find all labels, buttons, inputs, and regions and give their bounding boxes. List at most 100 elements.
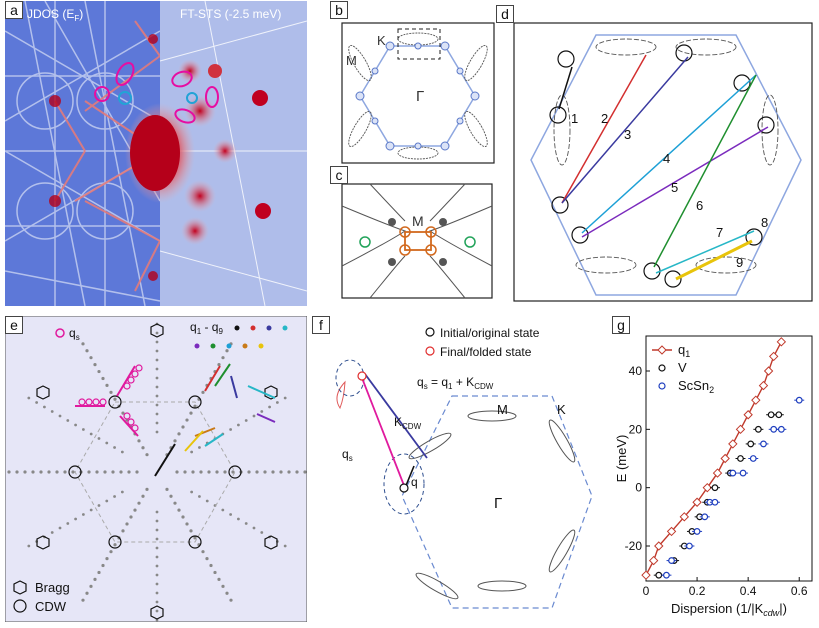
- data-point: [702, 482, 712, 493]
- data-point: [712, 468, 723, 478]
- y-tick-label: 40: [629, 364, 643, 378]
- data-point: [648, 555, 659, 566]
- y-tick-label: 20: [629, 422, 643, 436]
- data-point: [641, 570, 651, 580]
- data-point: [763, 366, 774, 376]
- vector-label-2: 2: [601, 111, 608, 126]
- data-point: [668, 557, 675, 564]
- data-point: [720, 453, 730, 464]
- panel-e: qs q1 - q9 Bragg CDW e: [4, 315, 308, 623]
- legend-label-2: ScSn2: [678, 378, 714, 395]
- y-axis-label: E (meV): [614, 435, 629, 483]
- data-point: [739, 469, 747, 477]
- vector-label-6: 6: [696, 198, 703, 213]
- data-point: [749, 455, 757, 462]
- panel-a-label: a: [5, 1, 23, 19]
- y-tick-label: 0: [635, 481, 642, 495]
- legend-bragg: Bragg: [35, 580, 70, 595]
- panel-e-image: qs q1 - q9 Bragg CDW: [4, 315, 308, 623]
- label-q: q: [411, 475, 418, 489]
- legend-marker: [658, 382, 666, 390]
- legend-cdw: CDW: [35, 599, 67, 614]
- panel-a-left-title: JDOS (EF): [27, 7, 83, 23]
- panel-b-gamma: Γ: [416, 88, 424, 105]
- panel-b: K M Γ b: [330, 1, 500, 166]
- data-point: [743, 410, 753, 420]
- x-tick-label: 0.4: [740, 584, 757, 598]
- legend-qs: qs: [69, 326, 80, 342]
- panel-f-image: Initial/original state Final/folded stat…: [335, 326, 593, 609]
- data-point: [767, 411, 775, 419]
- panel-c-M: M: [412, 213, 424, 229]
- legend-q1-q9: q1 - q9: [190, 320, 223, 336]
- legend-label-0: q1: [678, 342, 690, 359]
- data-point: [751, 395, 761, 405]
- data-point: [770, 425, 778, 433]
- panel-b-M: M: [346, 53, 357, 68]
- data-point: [768, 351, 779, 362]
- series-line-0: [645, 341, 782, 576]
- data-point: [795, 396, 803, 404]
- panel-b-image: K M Γ: [341, 22, 495, 164]
- panel-f-K: K: [557, 402, 566, 417]
- panel-c-label: c: [330, 166, 348, 184]
- vector-label-1: 1: [571, 111, 578, 126]
- panel-g: 0 0.2 0.4 0.6 -20 0 20 40 Dispersion (1/|Kcdw|) E…: [612, 316, 818, 626]
- x-tick-label: 0: [643, 584, 650, 598]
- data-point: [711, 498, 719, 506]
- panel-f-M: M: [497, 402, 508, 417]
- data-point: [760, 440, 767, 448]
- data-point: [737, 455, 744, 462]
- panel-d-label: d: [496, 5, 514, 23]
- panel-a: JDOS (EF) FT-STS (-2.5 meV) a: [4, 0, 308, 307]
- panel-e-label: e: [5, 316, 23, 334]
- panel-g-chart: 0 0.2 0.4 0.6 -20 0 20 40 Dispersion (1/|Kcdw|) E…: [614, 335, 813, 618]
- data-point: [693, 528, 701, 535]
- equation-qs: qs = q1 + KCDW: [417, 375, 494, 391]
- panel-f: Initial/original state Final/folded stat…: [312, 316, 602, 622]
- data-point: [728, 439, 738, 449]
- legend-final-state: Final/folded state: [440, 345, 532, 359]
- x-axis-label: Dispersion (1/|Kcdw|): [671, 601, 787, 618]
- data-point: [729, 469, 737, 477]
- panel-g-label: g: [612, 316, 630, 334]
- data-point: [655, 571, 663, 579]
- data-point: [747, 440, 755, 448]
- panel-d: 1 2 3 4 5 6 7 8 9 d: [496, 5, 814, 302]
- panel-c: M c: [330, 166, 500, 301]
- data-point: [776, 337, 787, 347]
- x-tick-label: 0.2: [689, 584, 706, 598]
- x-tick-label: 0.6: [791, 584, 808, 598]
- label-qs: qs: [342, 447, 353, 463]
- vector-label-8: 8: [761, 215, 768, 230]
- data-point: [701, 513, 709, 521]
- legend-marker: [658, 364, 666, 372]
- data-point: [679, 512, 690, 522]
- vector-label-4: 4: [663, 151, 670, 166]
- data-point: [758, 380, 769, 391]
- data-point: [666, 526, 677, 537]
- panel-c-image: M: [341, 183, 493, 299]
- data-point: [654, 541, 664, 551]
- panel-d-image: 1 2 3 4 5 6 7 8 9: [513, 22, 813, 302]
- panel-b-label: b: [330, 1, 348, 19]
- data-point: [711, 484, 719, 492]
- panel-f-gamma: Γ: [494, 495, 502, 512]
- legend-marker: [657, 345, 667, 355]
- panel-b-K: K: [377, 33, 386, 48]
- legend-color-dots: [194, 325, 288, 349]
- data-point: [686, 542, 693, 550]
- vector-label-3: 3: [624, 127, 631, 142]
- vector-label-5: 5: [671, 180, 678, 195]
- legend-label-1: V: [678, 360, 687, 375]
- panel-a-image: JDOS (EF) FT-STS (-2.5 meV): [4, 0, 308, 307]
- panel-a-right-title: FT-STS (-2.5 meV): [180, 7, 281, 21]
- label-kcdw: KCDW: [394, 415, 422, 431]
- vector-label-7: 7: [716, 225, 723, 240]
- vector-label-9: 9: [736, 255, 743, 270]
- panel-f-label: f: [312, 316, 330, 334]
- data-point: [775, 411, 783, 419]
- data-point: [754, 425, 762, 433]
- y-tick-label: -20: [625, 539, 643, 553]
